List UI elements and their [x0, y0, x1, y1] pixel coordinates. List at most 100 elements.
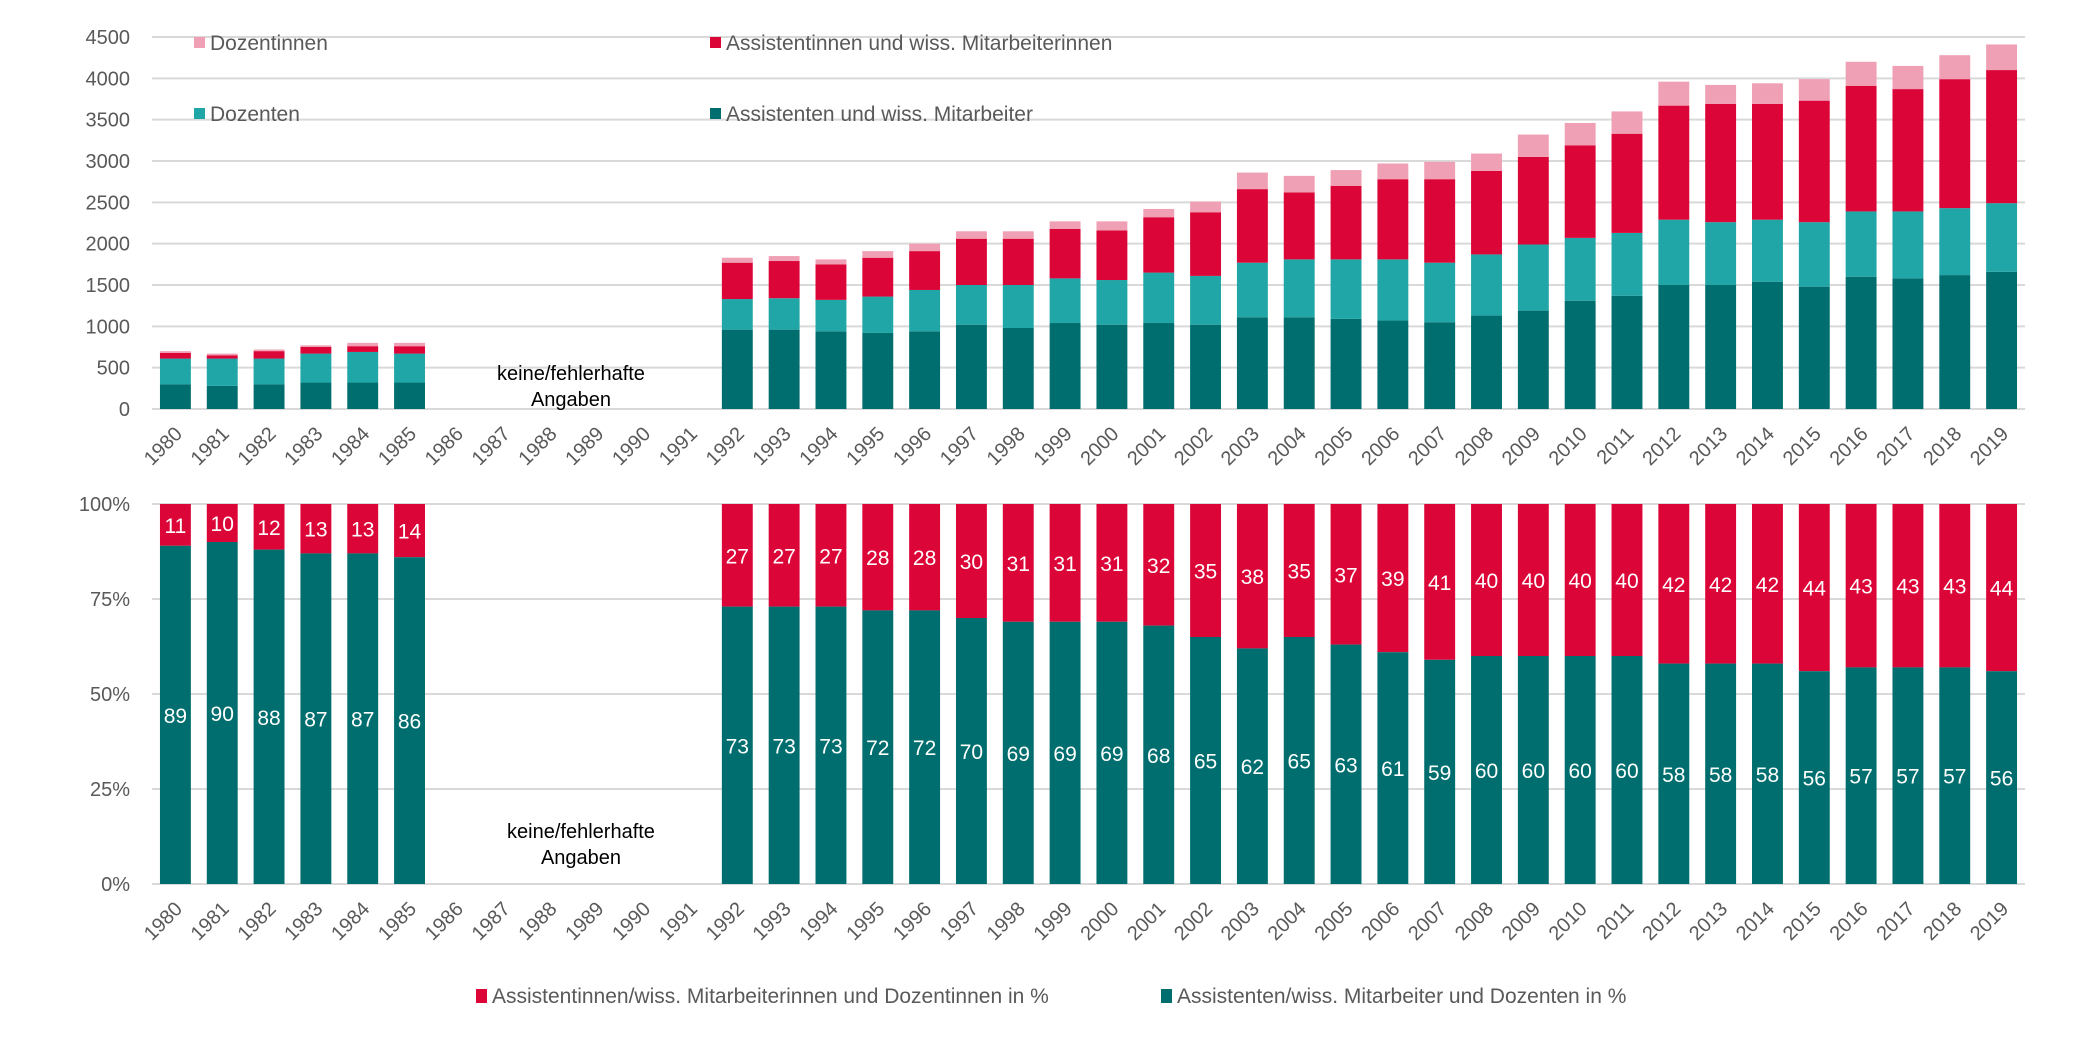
legend-label: Assistenten und wiss. Mitarbeiter — [726, 103, 1033, 126]
bar-segment — [394, 342, 425, 347]
legend-swatch — [710, 37, 721, 48]
bar-segment — [206, 542, 238, 884]
data-label: 40 — [1615, 570, 1638, 593]
bar-segment — [815, 504, 847, 607]
bar-segment — [721, 606, 753, 884]
x-tick-label: 2001 — [1123, 898, 1170, 945]
bar-segment — [1330, 644, 1362, 884]
bar-segment — [955, 231, 987, 239]
x-tick-label: 2007 — [1404, 898, 1451, 945]
bar-segment — [721, 504, 753, 607]
data-label: 28 — [866, 547, 889, 570]
x-tick-label: 2017 — [1872, 898, 1919, 945]
data-label: 30 — [960, 551, 983, 574]
bar-segment — [721, 262, 753, 300]
data-label: 87 — [351, 709, 374, 732]
bar-segment — [1377, 179, 1409, 260]
bar-segment — [1517, 504, 1549, 656]
bar-segment — [1892, 65, 1924, 90]
bar-segment — [815, 299, 847, 332]
bar-segment — [1705, 103, 1737, 223]
x-tick-label: 1997 — [936, 898, 983, 945]
bar-segment — [1143, 272, 1175, 324]
data-label: 56 — [1990, 768, 2013, 791]
x-tick-label: 1998 — [983, 898, 1030, 945]
y-tick-label: 1500 — [86, 275, 131, 297]
bar-segment — [1002, 327, 1034, 409]
bar-segment — [1892, 504, 1924, 668]
bar-segment — [1424, 322, 1456, 409]
bar-segment — [1611, 504, 1643, 656]
y-tick-label: 3000 — [86, 151, 131, 173]
data-label: 57 — [1943, 766, 1966, 789]
bar-segment — [1752, 83, 1783, 104]
bar-segment — [1190, 504, 1222, 637]
bar-segment — [1611, 133, 1643, 233]
bar-segment — [1377, 259, 1409, 321]
x-tick-label: 1987 — [468, 423, 515, 470]
bar-segment — [1845, 667, 1877, 884]
absolute-stacked-bar-chart: 0 500 1000 1500 2000 2500 3000 3500 4000 4500 1980… — [86, 27, 2025, 470]
data-label: 58 — [1662, 764, 1685, 787]
bar-segment — [1986, 271, 2018, 409]
data-label: 69 — [1100, 743, 1123, 766]
data-label: 35 — [1194, 561, 1217, 584]
bar-segment — [1096, 324, 1128, 409]
data-label: 62 — [1241, 756, 1264, 779]
missing-data-note: Angaben — [541, 847, 621, 869]
x-tick-label: 2009 — [1498, 423, 1545, 470]
bar-segment — [394, 353, 425, 383]
missing-data-note: keine/fehlerhafte — [507, 821, 655, 843]
bar-segment — [1236, 172, 1268, 190]
x-tick-label: 1992 — [702, 423, 749, 470]
legend-label: Assistentinnen und wiss. Mitarbeiterinne… — [726, 32, 1112, 55]
x-tick-label: 2012 — [1638, 423, 1685, 470]
data-label: 31 — [1053, 553, 1076, 576]
bar-segment — [1658, 285, 1690, 409]
y-tick-label: 1000 — [86, 316, 131, 338]
bar-segment — [1658, 81, 1690, 106]
bar-segment — [1517, 244, 1549, 311]
data-label: 14 — [398, 521, 422, 544]
bar-segment — [1002, 238, 1034, 285]
x-tick-label: 1996 — [889, 898, 936, 945]
y-tick-label: 4500 — [86, 27, 131, 49]
legend-swatch — [710, 108, 721, 119]
bar-segment — [955, 618, 987, 884]
percent-stacked-bar-chart: 0%25%50%75%100%1980 1981 1982 1983 1984 1985 1… — [79, 494, 2025, 1008]
x-tick-label: 1982 — [234, 898, 281, 945]
bar-segment — [347, 342, 379, 347]
bar-segment — [1096, 221, 1128, 231]
bar-segment — [1049, 278, 1081, 324]
bar-segment — [1517, 134, 1549, 157]
x-tick-label: 2005 — [1311, 423, 1358, 470]
legend-label: Assistenten/wiss. Mitarbeiter und Dozent… — [1177, 985, 1626, 1008]
x-tick-label: 1981 — [187, 898, 234, 945]
bar-segment — [909, 251, 941, 290]
bar-segment — [1564, 504, 1596, 656]
bar-segment — [159, 351, 191, 353]
data-label: 31 — [1007, 553, 1030, 576]
x-tick-label: 2016 — [1826, 423, 1873, 470]
bar-segment — [1986, 44, 2018, 71]
y-tick-label: 0% — [101, 874, 130, 896]
bar-segment — [1752, 281, 1783, 409]
bar-segment — [1471, 170, 1502, 255]
bar-segment — [1939, 208, 1971, 276]
x-tick-label: 2010 — [1545, 423, 1592, 470]
bar-segment — [1096, 230, 1128, 281]
bar-segment — [1190, 637, 1222, 884]
x-tick-label: 1985 — [374, 423, 421, 470]
data-label: 10 — [211, 513, 234, 536]
bar-segment — [1939, 79, 1971, 209]
bar-segment — [1845, 276, 1877, 409]
x-tick-label: 1980 — [140, 898, 187, 945]
x-tick-label: 2002 — [1170, 898, 1217, 945]
bar-segment — [1283, 317, 1315, 409]
data-label: 86 — [398, 711, 421, 734]
x-tick-label: 2003 — [1217, 423, 1264, 470]
data-label: 59 — [1428, 762, 1451, 785]
x-tick-label: 1989 — [561, 423, 608, 470]
bar-segment — [347, 346, 379, 352]
